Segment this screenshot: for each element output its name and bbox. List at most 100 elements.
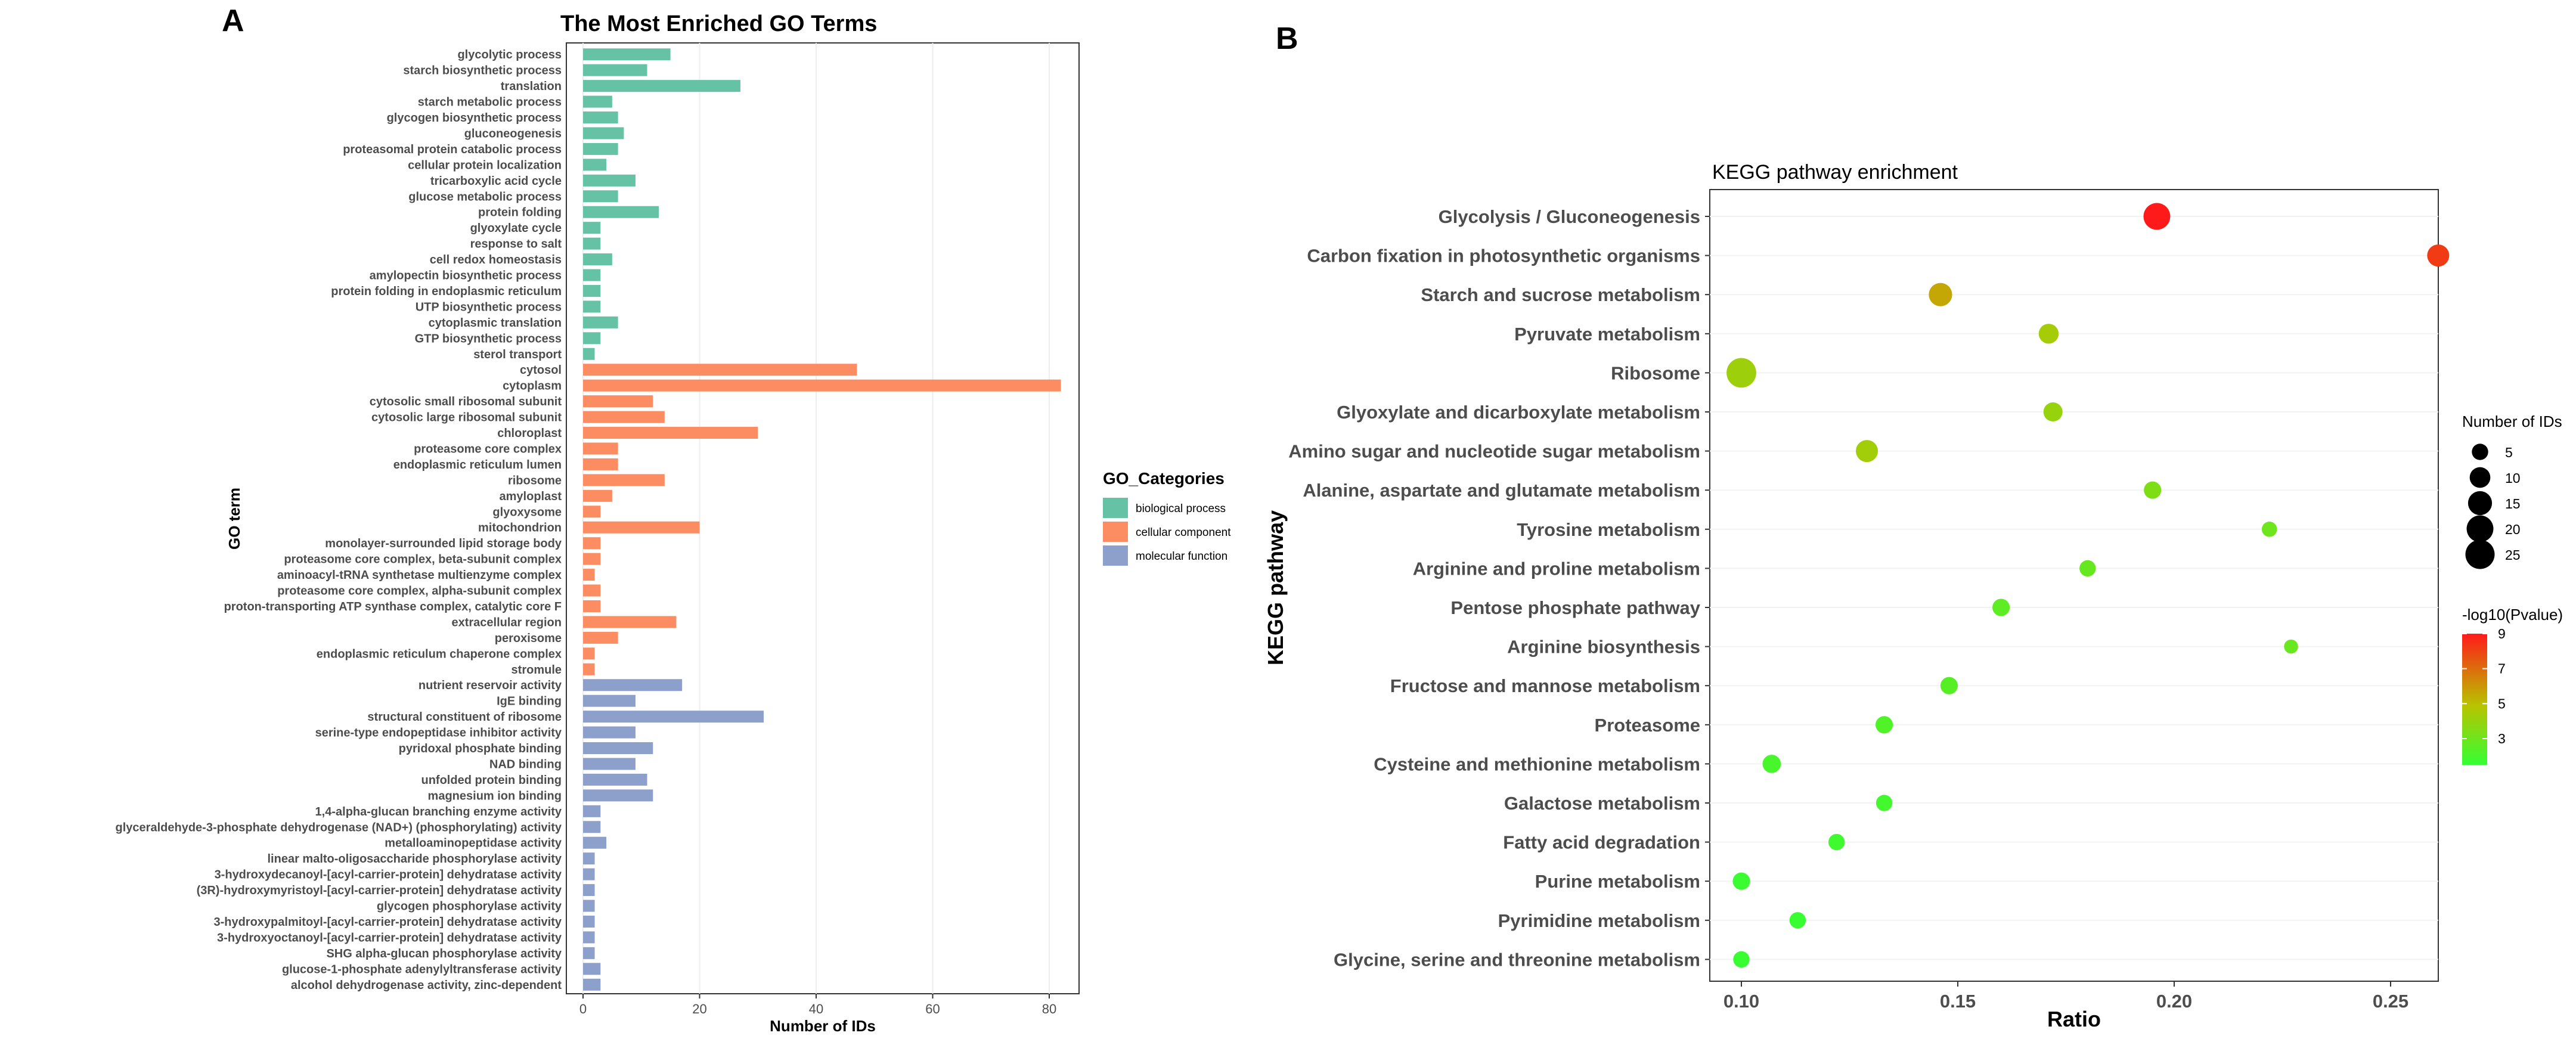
go-term-label: proteasome core complex, alpha-subunit c… <box>277 585 562 598</box>
kegg-size-legend: Number of IDs 5 10 15 20 25 <box>2462 413 2562 569</box>
kegg-size-legend-label: 20 <box>2505 522 2521 537</box>
go-bar <box>583 411 665 423</box>
go-bar <box>583 821 601 833</box>
go-bar <box>583 284 601 297</box>
kegg-pathway-label: Pentose phosphate pathway <box>1450 597 1700 618</box>
go-term-label: amylopectin biosynthetic process <box>370 269 562 283</box>
go-bar <box>583 963 601 975</box>
go-term-label: metalloaminopeptidase activity <box>385 837 562 850</box>
kegg-pathway-label: Arginine and proline metabolism <box>1413 558 1700 579</box>
go-legend-label: biological process <box>1136 503 1226 515</box>
go-bar <box>583 64 647 76</box>
go-term-label: serine-type endopeptidase inhibitor acti… <box>315 727 562 740</box>
kegg-color-legend-title: -log10(Pvalue) <box>2462 606 2563 624</box>
kegg-pathway-label: Fatty acid degradation <box>1503 832 1700 853</box>
go-term-label: response to salt <box>470 238 562 251</box>
go-term-label: pyridoxal phosphate binding <box>399 742 562 755</box>
go-term-label: proton-transporting ATP synthase complex… <box>224 600 562 613</box>
go-bar <box>583 947 595 959</box>
go-legend-label: cellular component <box>1136 526 1231 539</box>
go-legend-label: molecular function <box>1136 550 1227 563</box>
go-bar <box>583 253 612 266</box>
go-term-label: glycogen phosphorylase activity <box>377 900 562 913</box>
go-term-label: cell redox homeostasis <box>430 253 562 266</box>
go-bar <box>583 631 618 644</box>
go-bar <box>583 694 636 707</box>
go-legend-swatch <box>1103 522 1128 542</box>
go-term-label: cytosol <box>520 364 562 377</box>
kegg-colorbar-label: 3 <box>2498 731 2506 746</box>
go-term-label: glucose-1-phosphate adenylyltransferase … <box>282 963 562 976</box>
kegg-size-legend-dot <box>2469 467 2491 488</box>
kegg-size-legend-label: 5 <box>2505 445 2513 460</box>
kegg-point <box>1828 833 1845 851</box>
kegg-point <box>2284 639 2298 654</box>
go-term-label: endoplasmic reticulum chaperone complex <box>317 647 562 661</box>
kegg-point <box>2143 203 2171 230</box>
kegg-point <box>2427 244 2450 267</box>
go-bar <box>583 836 607 849</box>
panel-a-label: A <box>222 4 244 38</box>
go-bar <box>583 742 653 755</box>
go-bar <box>583 805 601 817</box>
panel-b: B KEGG pathway enrichment Glycolysis / G… <box>1263 21 2563 1031</box>
go-term-label: gluconeogenesis <box>464 127 562 140</box>
go-term-label: (3R)-hydroxymyristoyl-[acyl-carrier-prot… <box>197 884 562 897</box>
go-term-label: nutrient reservoir activity <box>419 679 562 692</box>
go-bar <box>583 569 595 581</box>
go-bar <box>583 222 601 234</box>
go-bar <box>583 111 618 124</box>
go-term-label: proteasomal protein catabolic process <box>343 143 562 156</box>
kegg-point <box>1876 795 1893 811</box>
go-bar <box>583 190 618 203</box>
go-term-label: SHG alpha-glucan phosphorylase activity <box>326 947 562 960</box>
go-term-label: cytoplasm <box>503 380 562 393</box>
go-bar <box>583 127 624 139</box>
kegg-size-legend-title: Number of IDs <box>2462 413 2562 430</box>
kegg-pathway-label: Pyruvate metabolism <box>1514 324 1700 345</box>
kegg-color-legend: -log10(Pvalue) 3 5 7 9 <box>2462 606 2563 765</box>
kegg-point <box>1856 440 1878 463</box>
kegg-xtick-label: 0.10 <box>1723 991 1759 1012</box>
go-term-label: proteasome core complex, beta-subunit co… <box>284 553 562 566</box>
go-bar <box>583 332 601 345</box>
go-bar <box>583 616 677 628</box>
go-xtick-label: 0 <box>579 1001 587 1016</box>
kegg-point <box>1929 283 1952 306</box>
go-xtick-label: 40 <box>809 1001 823 1016</box>
go-bar <box>583 647 595 660</box>
go-bar <box>583 711 764 723</box>
go-bar <box>583 379 1061 392</box>
kegg-colorbar <box>2462 634 2487 765</box>
go-bar <box>583 206 659 218</box>
kegg-size-legend-label: 10 <box>2505 470 2521 486</box>
go-term-label: glycolytic process <box>457 48 562 61</box>
go-term-label: translation <box>501 80 562 93</box>
panel-a: A The Most Enriched GO Terms glycolytic … <box>116 4 1232 1035</box>
go-bar <box>583 915 595 928</box>
go-term-label: starch biosynthetic process <box>403 64 562 77</box>
go-legend-swatch <box>1103 545 1128 566</box>
kegg-pathway-label: Fructose and mannose metabolism <box>1390 675 1700 696</box>
go-bar <box>583 584 601 597</box>
go-bar <box>583 600 601 612</box>
go-term-label: UTP biosynthetic process <box>416 300 562 314</box>
kegg-xtick-label: 0.20 <box>2156 991 2192 1012</box>
kegg-pathway-label: Alanine, aspartate and glutamate metabol… <box>1303 480 1700 501</box>
go-bar <box>583 900 595 912</box>
go-bar <box>583 458 618 470</box>
go-term-label: amyloplast <box>500 490 562 503</box>
kegg-xtick-label: 0.15 <box>1940 991 1976 1012</box>
go-term-label: endoplasmic reticulum lumen <box>393 458 562 472</box>
kegg-xtick-label: 0.25 <box>2373 991 2408 1012</box>
go-plot-panel <box>566 42 1080 994</box>
kegg-pathway-label: Tyrosine metabolism <box>1517 519 1700 540</box>
kegg-size-legend-dot <box>2467 491 2493 516</box>
kegg-pathway-label: Pyrimidine metabolism <box>1498 910 1700 931</box>
kegg-pathway-label: Amino sugar and nucleotide sugar metabol… <box>1288 441 1700 462</box>
go-term-label: glyoxylate cycle <box>470 222 562 235</box>
go-bar <box>583 80 740 92</box>
kegg-colorbar-label: 5 <box>2498 696 2506 711</box>
kegg-pathway-label: Cysteine and methionine metabolism <box>1374 753 1700 774</box>
